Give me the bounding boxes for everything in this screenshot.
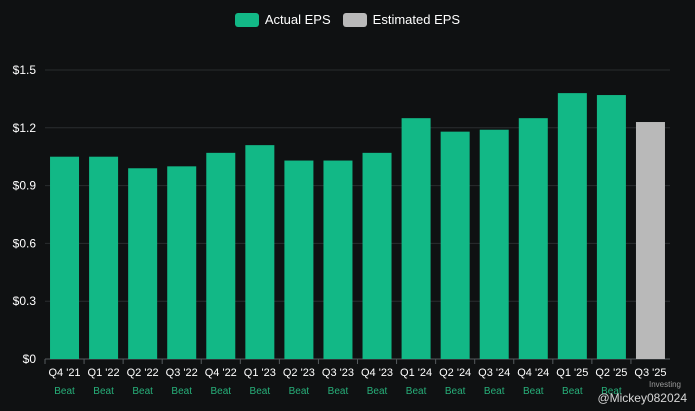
y-tick-label: $0.3 [13,294,37,308]
x-tick-label: Q1 '23 [244,367,276,379]
actual-eps-bar[interactable] [128,168,158,359]
legend-label-actual: Actual EPS [264,12,331,27]
x-tick-label: Q2 '25 [595,367,627,379]
beat-label: Beat [250,386,271,397]
estimated-eps-bar[interactable] [635,122,665,360]
x-tick-label: Q3 '24 [478,367,510,379]
beat-label: Beat [562,386,583,397]
actual-eps-bar[interactable] [362,152,392,359]
actual-eps-bar[interactable] [284,160,314,359]
beat-label: Beat [601,386,622,397]
beat-label: Beat [445,386,466,397]
x-tick-label: Q1 '25 [556,367,588,379]
x-tick-label: Q1 '22 [88,367,120,379]
x-tick-label: Q1 '24 [400,367,432,379]
x-tick-label: Q4 '24 [517,367,549,379]
beat-label: Beat [367,386,388,397]
x-tick-label: Q2 '24 [439,367,471,379]
x-tick-label: Q2 '22 [127,367,159,379]
beat-label: Beat [132,386,153,397]
y-tick-label: $0 [23,352,37,366]
beat-label: Beat [523,386,544,397]
watermark-handle: @Mickey082024 [597,391,687,405]
y-tick-label: $0.6 [13,236,37,250]
beat-label: Beat [289,386,310,397]
actual-eps-bar[interactable] [50,156,80,359]
actual-eps-bar[interactable] [89,156,119,359]
y-tick-label: $1.2 [13,121,37,135]
beat-label: Beat [484,386,505,397]
actual-eps-bar[interactable] [479,129,509,359]
actual-eps-bar[interactable] [440,131,470,359]
x-tick-label: Q3 '22 [166,367,198,379]
legend-swatch-actual [234,12,259,27]
actual-eps-bar[interactable] [245,145,275,359]
watermark-brand: Investing [648,380,681,389]
y-tick-label: $1.5 [13,63,37,77]
actual-eps-bar[interactable] [557,93,587,360]
x-tick-label: Q4 '22 [205,367,237,379]
legend-swatch-estimated [342,12,367,27]
legend-item-estimated[interactable]: Estimated EPS [342,12,461,27]
actual-eps-bar[interactable] [518,118,548,360]
chart-legend: Actual EPS Estimated EPS [0,12,695,27]
x-tick-label: Q2 '23 [283,367,315,379]
x-tick-label: Q4 '21 [48,367,80,379]
legend-label-estimated: Estimated EPS [372,12,461,27]
actual-eps-bar[interactable] [323,160,353,359]
x-tick-label: Q3 '23 [322,367,354,379]
beat-label: Beat [210,386,231,397]
beat-label: Beat [171,386,192,397]
beat-label: Beat [328,386,349,397]
beat-label: Beat [93,386,114,397]
beat-label: Beat [54,386,75,397]
x-tick-label: Q3 '25 [634,367,666,379]
beat-label: Beat [406,386,427,397]
legend-item-actual[interactable]: Actual EPS [234,12,331,27]
actual-eps-bar[interactable] [596,95,626,360]
actual-eps-bar[interactable] [167,166,197,359]
y-tick-label: $0.9 [13,179,37,193]
actual-eps-bar[interactable] [401,118,431,360]
x-tick-label: Q4 '23 [361,367,393,379]
actual-eps-bar[interactable] [206,152,236,359]
